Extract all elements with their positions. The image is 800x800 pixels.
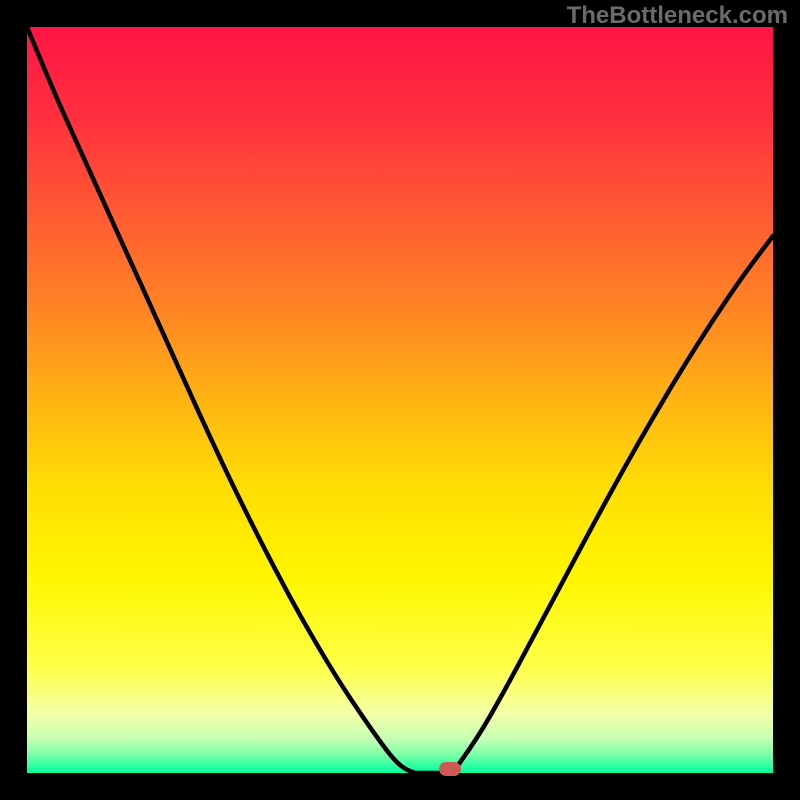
chart-canvas: TheBottleneck.com [0,0,800,800]
plot-area [27,27,773,773]
bottleneck-curve [27,27,773,773]
attribution-label: TheBottleneck.com [567,2,788,30]
optimal-point-marker [439,762,461,776]
